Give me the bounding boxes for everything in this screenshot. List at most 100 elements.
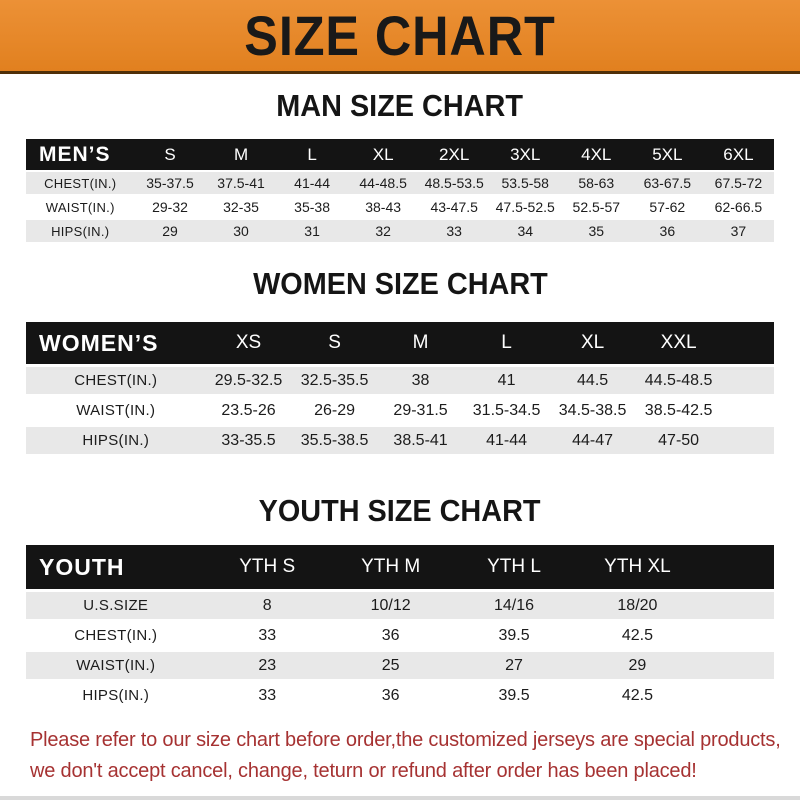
- size-cell: 36: [328, 619, 453, 649]
- cell-filler: [721, 394, 774, 424]
- size-cell: 62-66.5: [702, 194, 774, 218]
- section-title-women: WOMEN SIZE CHART: [0, 268, 800, 299]
- table-header-row: WOMEN’S XS S M L XL XXL: [26, 322, 774, 364]
- size-column-header: YTH XL: [575, 545, 700, 589]
- table-row: WAIST(IN.) 23 25 27 29: [26, 649, 774, 679]
- size-cell: 33-35.5: [205, 424, 292, 454]
- row-label: WAIST(IN.): [26, 394, 206, 424]
- size-cell: 41: [463, 364, 550, 394]
- size-cell: 42.5: [575, 679, 700, 709]
- cell-filler: [721, 364, 774, 394]
- table-row: WAIST(IN.) 23.5-26 26-29 29-31.5 31.5-34.5 34…: [26, 394, 774, 424]
- table-header-row: YOUTH YTH S YTH M YTH L YTH XL: [26, 545, 774, 589]
- cell-filler: [699, 649, 774, 679]
- section-title-text: WOMEN SIZE CHART: [252, 266, 548, 301]
- size-cell: 25: [328, 649, 453, 679]
- size-cell: 36: [328, 679, 453, 709]
- size-column-header: XXL: [635, 322, 722, 364]
- size-cell: 33: [205, 619, 329, 649]
- size-cell: 8: [205, 589, 329, 619]
- section-title-men: MAN SIZE CHART: [0, 90, 800, 121]
- size-table-men: MEN’S S M L XL 2XL 3XL 4XL 5XL 6XL CHEST(IN.) 35-37…: [26, 139, 774, 242]
- size-cell: 32.5-35.5: [291, 364, 378, 394]
- size-column-header: 5XL: [631, 139, 703, 170]
- cell-filler: [721, 424, 774, 454]
- size-cell: 35-38: [276, 194, 348, 218]
- table-row: CHEST(IN.) 33 36 39.5 42.5: [26, 619, 774, 649]
- size-table-women: WOMEN’S XS S M L XL XXL CHEST(IN.) 29.5-32.5 32.5…: [26, 322, 774, 454]
- size-column-header: L: [276, 139, 348, 170]
- size-column-header: YTH M: [328, 545, 453, 589]
- size-sections: MAN SIZE CHART MEN’S S M L XL 2XL 3XL 4XL 5XL 6XL C…: [0, 90, 800, 709]
- size-column-header: 4XL: [560, 139, 632, 170]
- size-cell: 37: [702, 218, 774, 242]
- table-row: WAIST(IN.) 29-32 32-35 35-38 38-43 43-47.5 47.…: [26, 194, 774, 218]
- row-label: HIPS(IN.): [26, 679, 206, 709]
- size-cell: 39.5: [452, 679, 576, 709]
- table-row: HIPS(IN.) 33-35.5 35.5-38.5 38.5-41 41-44 44-…: [26, 424, 774, 454]
- size-cell: 18/20: [575, 589, 700, 619]
- size-cell: 52.5-57: [560, 194, 632, 218]
- size-cell: 27: [452, 649, 576, 679]
- table-row: HIPS(IN.) 33 36 39.5 42.5: [26, 679, 774, 709]
- size-cell: 58-63: [560, 170, 632, 194]
- size-column-header: 3XL: [489, 139, 561, 170]
- bottom-divider: [0, 796, 800, 800]
- row-label: CHEST(IN.): [26, 619, 206, 649]
- size-column-header: M: [377, 322, 464, 364]
- size-column-header: XS: [205, 322, 292, 364]
- cell-filler: [699, 589, 774, 619]
- table-header-label: MEN’S: [26, 139, 135, 170]
- size-column-header: YTH S: [205, 545, 329, 589]
- size-cell: 48.5-53.5: [418, 170, 490, 194]
- size-cell: 39.5: [452, 619, 576, 649]
- banner: SIZE CHART: [0, 0, 800, 74]
- size-column-header: S: [291, 322, 378, 364]
- size-cell: 31.5-34.5: [463, 394, 550, 424]
- table-header-label: YOUTH: [26, 545, 206, 589]
- cell-filler: [699, 679, 774, 709]
- size-cell: 67.5-72: [702, 170, 774, 194]
- header-filler: [699, 545, 774, 589]
- size-cell: 44.5-48.5: [635, 364, 722, 394]
- size-cell: 42.5: [575, 619, 700, 649]
- size-column-header: L: [463, 322, 550, 364]
- size-cell: 63-67.5: [631, 170, 703, 194]
- size-cell: 36: [631, 218, 703, 242]
- size-table-youth: YOUTH YTH S YTH M YTH L YTH XL U.S.SIZE 8 10/12…: [26, 545, 774, 709]
- table-header-row: MEN’S S M L XL 2XL 3XL 4XL 5XL 6XL: [26, 139, 774, 170]
- size-column-header: XL: [549, 322, 636, 364]
- size-cell: 41-44: [276, 170, 348, 194]
- size-cell: 38: [377, 364, 464, 394]
- size-cell: 26-29: [291, 394, 378, 424]
- section-title-text: MAN SIZE CHART: [276, 88, 524, 123]
- size-cell: 14/16: [452, 589, 576, 619]
- size-cell: 47.5-52.5: [489, 194, 561, 218]
- size-cell: 29: [575, 649, 700, 679]
- size-cell: 47-50: [635, 424, 722, 454]
- size-cell: 29-32: [134, 194, 206, 218]
- size-cell: 23.5-26: [205, 394, 292, 424]
- table-row: CHEST(IN.) 29.5-32.5 32.5-35.5 38 41 44.5 44.5…: [26, 364, 774, 394]
- size-cell: 23: [205, 649, 329, 679]
- row-label: WAIST(IN.): [26, 649, 206, 679]
- size-column-header: 6XL: [702, 139, 774, 170]
- row-label: CHEST(IN.): [26, 364, 206, 394]
- row-label: WAIST(IN.): [26, 194, 135, 218]
- size-cell: 44.5: [549, 364, 636, 394]
- size-cell: 30: [205, 218, 277, 242]
- size-cell: 44-48.5: [347, 170, 419, 194]
- header-filler: [721, 322, 774, 364]
- size-cell: 43-47.5: [418, 194, 490, 218]
- footer-note: Please refer to our size chart before or…: [30, 725, 800, 787]
- size-cell: 31: [276, 218, 348, 242]
- table-row: HIPS(IN.) 29 30 31 32 33 34 35 36 37: [26, 218, 774, 242]
- size-column-header: 2XL: [418, 139, 490, 170]
- size-column-header: XL: [347, 139, 419, 170]
- size-cell: 35: [560, 218, 632, 242]
- size-cell: 29: [134, 218, 206, 242]
- size-cell: 57-62: [631, 194, 703, 218]
- size-cell: 38.5-42.5: [635, 394, 722, 424]
- row-label: CHEST(IN.): [26, 170, 135, 194]
